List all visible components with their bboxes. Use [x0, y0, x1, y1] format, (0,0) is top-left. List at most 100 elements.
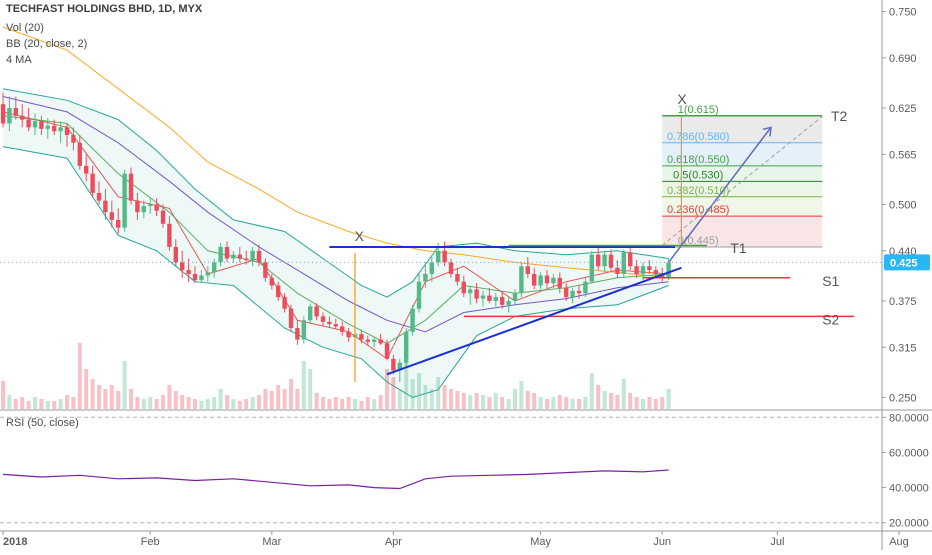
- candle-body: [628, 252, 633, 267]
- volume-bar: [532, 393, 537, 409]
- candle-body: [13, 108, 18, 116]
- candle-body: [327, 321, 332, 325]
- candle-body: [410, 308, 415, 332]
- candle-body: [455, 273, 460, 282]
- volume-bar: [410, 379, 415, 409]
- time-tick-label: Mar: [262, 536, 281, 548]
- rsi-line: [2, 469, 669, 490]
- volume-bar: [45, 401, 50, 409]
- projection-arrowhead: [762, 126, 772, 137]
- volume-bar: [372, 399, 377, 409]
- candle-body: [416, 281, 422, 309]
- candle-body: [122, 173, 127, 228]
- candle-body: [141, 206, 146, 213]
- candle-body: [64, 127, 70, 136]
- volume-bar: [596, 385, 601, 409]
- volume-bar: [180, 395, 185, 409]
- candle-body: [474, 289, 479, 299]
- time-tick-label: May: [530, 536, 551, 548]
- candle-body: [384, 343, 390, 359]
- candle-body: [391, 358, 396, 371]
- volume-indicator-label[interactable]: Vol (20): [6, 22, 44, 34]
- volume-bar: [583, 397, 588, 409]
- volume-bar: [250, 397, 255, 409]
- moving-average-line: [2, 96, 669, 333]
- volume-bar: [589, 373, 594, 409]
- ma-indicator-label[interactable]: 4 MA: [6, 54, 32, 66]
- volume-bar: [397, 389, 402, 409]
- candle-body: [564, 287, 569, 298]
- ascending-trendline: [386, 266, 682, 376]
- candle-body: [525, 266, 530, 274]
- volume-bar: [77, 343, 82, 409]
- candle-body: [167, 223, 172, 247]
- rsi-indicator-label[interactable]: RSI (50, close): [6, 417, 79, 429]
- candle-body: [96, 192, 102, 201]
- x-marker-right: X: [677, 91, 687, 107]
- candle-body: [640, 266, 646, 274]
- candle-body: [512, 293, 518, 301]
- candle-body: [480, 295, 486, 299]
- volume-bar: [263, 389, 268, 409]
- candle-body: [365, 339, 370, 342]
- candle-body: [346, 331, 351, 338]
- candle-body: [52, 125, 57, 132]
- volume-bar: [295, 389, 300, 409]
- volume-bar: [199, 401, 204, 409]
- candle-body: [231, 254, 236, 259]
- volume-bar: [141, 399, 146, 409]
- candle-body: [320, 316, 326, 322]
- volume-bar: [333, 397, 338, 409]
- time-tick-label: 2018: [3, 536, 27, 548]
- candle-body: [186, 270, 191, 274]
- volume-bar: [353, 399, 357, 409]
- volume-bar: [442, 385, 447, 409]
- volume-bar: [385, 369, 389, 409]
- candle-body: [263, 262, 268, 278]
- candle-body: [109, 212, 114, 220]
- target-t2-label: T2: [831, 108, 848, 124]
- candle-body: [237, 254, 242, 259]
- volume-bar: [500, 397, 505, 409]
- candle-body: [39, 121, 44, 129]
- candle-body: [0, 104, 6, 124]
- candle-body: [557, 277, 562, 288]
- candle-body: [295, 327, 300, 340]
- fib-zone: [662, 196, 823, 217]
- volume-bar: [557, 395, 562, 409]
- volume-bar: [666, 389, 671, 409]
- candle-body: [615, 267, 620, 274]
- volume-bar: [641, 399, 645, 409]
- volume-bar: [129, 389, 133, 409]
- candle-body: [116, 219, 121, 228]
- rsi-tick-label: 20.0000: [889, 518, 929, 530]
- candle-body: [634, 266, 639, 274]
- candle-body: [551, 277, 556, 284]
- candle-body: [148, 204, 153, 207]
- time-tick-label: Feb: [141, 536, 160, 548]
- bollinger-indicator-label[interactable]: BB (20, close, 2): [6, 38, 88, 50]
- rsi-tick-label: 60.0000: [889, 447, 929, 459]
- volume-bar: [429, 389, 434, 409]
- candle-body: [544, 275, 550, 284]
- candle-body: [103, 200, 108, 213]
- volume-bar: [148, 397, 153, 409]
- support-s1-label: S1: [822, 273, 839, 289]
- symbol-title[interactable]: TECHFAST HOLDINGS BHD, 1D, MYX: [6, 3, 203, 15]
- candle-body: [244, 258, 249, 261]
- candle-body: [487, 295, 492, 301]
- candle-body: [199, 275, 204, 281]
- volume-bar: [602, 391, 607, 409]
- candle-body: [647, 266, 652, 271]
- bollinger-band-fill: [3, 88, 669, 398]
- price-tick-label: 0.625: [889, 103, 917, 115]
- candle-body: [519, 266, 524, 294]
- price-tick-label: 0.375: [889, 296, 917, 308]
- volume-bar: [7, 395, 12, 409]
- candle-body: [32, 121, 38, 128]
- volume-bar: [525, 391, 530, 409]
- candle-body: [378, 339, 383, 344]
- volume-bar: [225, 395, 229, 409]
